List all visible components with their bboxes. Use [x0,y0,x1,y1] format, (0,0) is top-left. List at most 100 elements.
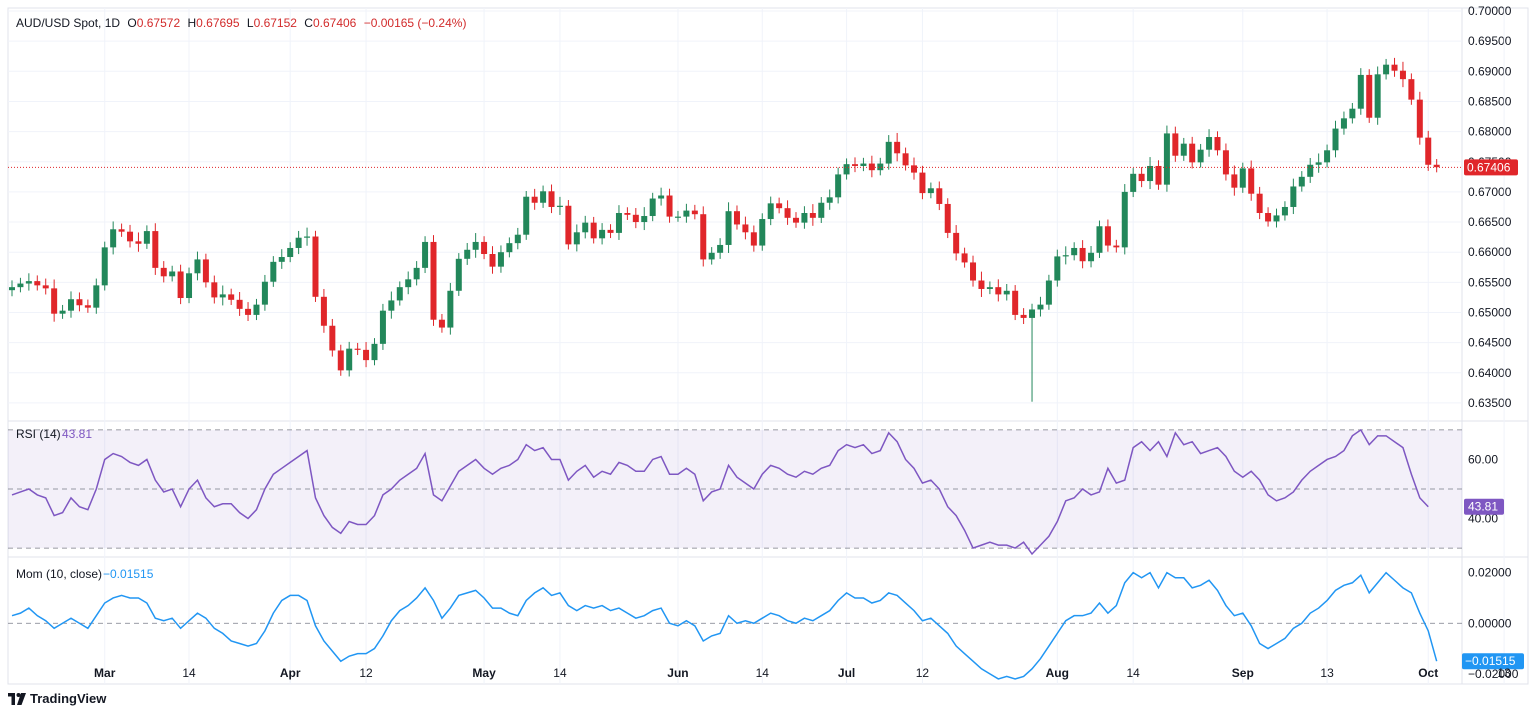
candle-body [1113,245,1120,248]
candle-body [1130,173,1137,192]
candle [1079,240,1086,269]
candle-body [885,141,892,164]
candle [691,204,698,220]
candle-body [548,191,555,207]
candle [455,253,462,296]
candle [59,304,66,319]
candle [885,135,892,170]
candle-body [776,203,783,209]
candle-body [1222,150,1229,175]
candle [1180,137,1187,161]
candle-body [17,283,24,288]
price-tick-label: 0.65000 [1468,305,1512,319]
candle [413,261,420,286]
candle [565,200,572,250]
candle-body [186,273,193,299]
candle [1265,207,1272,227]
rsi-value-badge [1464,498,1504,515]
mom-value-label: −0.01515 [1465,654,1516,668]
candle-body [68,299,75,311]
candle-body [1180,143,1187,156]
candle [506,237,513,258]
candle [556,196,563,215]
candle [590,216,597,244]
candle [101,241,108,291]
candle-body [607,229,614,233]
candle-body [413,267,420,280]
candle [792,212,799,228]
candle [540,185,547,208]
time-tick-label: Apr [280,666,301,680]
candle [337,344,344,376]
candle [759,213,766,251]
candle [1391,57,1398,77]
candle [1155,160,1162,190]
candle [1349,102,1356,124]
candle [219,285,226,306]
candle [287,242,294,263]
candle [304,227,311,246]
candle [1197,143,1204,168]
candle-body [683,210,690,217]
candle-body [472,241,479,250]
candle-body [1315,162,1322,165]
candle [34,275,41,291]
candle-body [514,234,521,244]
candle [211,275,218,304]
candle [607,224,614,239]
candle [9,280,15,297]
tradingview-icon [8,692,26,705]
candle [548,184,555,214]
candle-body [1357,74,1364,109]
candle-body [860,163,867,166]
candle-body [169,271,176,277]
candle-body [1340,118,1347,129]
candle [868,155,875,178]
symbol-title[interactable]: AUD/USD Spot, 1D [16,16,121,30]
candle [784,200,791,225]
candle [615,205,622,240]
price-tick-label: 0.66500 [1468,215,1512,229]
price-tick-label: 0.68500 [1468,94,1512,108]
price-tick-label: 0.70000 [1468,4,1512,18]
candle-body [632,214,639,223]
candle [936,181,943,211]
candle-body [51,288,58,314]
candle-body [1374,74,1381,118]
candle-body [135,241,142,244]
candle-body [919,172,926,194]
candle [1045,274,1052,310]
mom-tick-label: 0.00000 [1468,616,1512,630]
candle-body [1029,309,1036,318]
candle-body [481,241,488,254]
candle [388,291,395,319]
change-value: −0.00165 (−0.24%) [363,16,467,30]
candle [143,225,150,249]
candle [1012,285,1019,321]
candle [481,236,488,260]
candle-body [202,259,209,283]
candle-body [717,244,724,253]
price-tick-label: 0.65500 [1468,275,1512,289]
candle [1096,220,1103,258]
candle [270,256,277,287]
brand-name: TradingView [30,691,107,706]
rsi-title: RSI (14) [16,427,61,441]
time-tick-label: Jun [667,666,688,680]
tradingview-logo[interactable]: TradingView [8,691,106,706]
candle-body [1256,193,1263,213]
candle [1374,66,1381,125]
candle [708,247,715,265]
candle-body [868,163,875,171]
candle-body [101,247,108,286]
candle-body [219,294,226,298]
candle [641,207,648,231]
time-tick-label: Jul [838,666,855,680]
candle [902,147,909,171]
candle-body [700,214,707,260]
candle [978,271,985,297]
candle-body [1163,133,1170,185]
candle-body [750,232,757,246]
candle-body [978,280,985,289]
